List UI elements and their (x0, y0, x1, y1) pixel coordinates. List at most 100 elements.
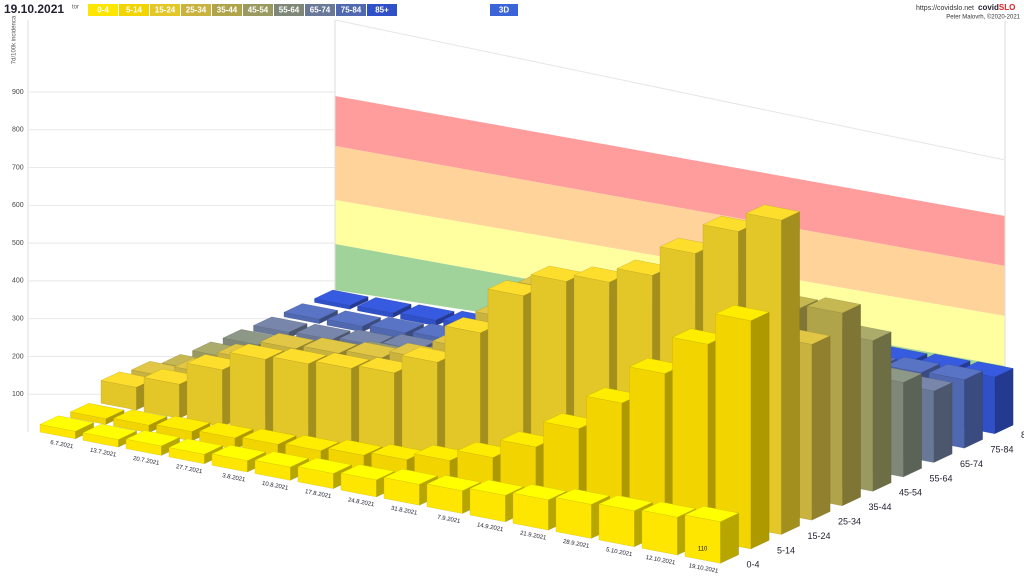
bar-top (598, 495, 654, 511)
y-tick-label: 900 (12, 89, 24, 96)
bar-front (143, 377, 180, 419)
age-label: 5-14 (777, 545, 795, 555)
legend: 0-4 5-14 15-24 25-34 35-44 45-54 55-64 65-74 75-… (88, 4, 397, 16)
age-label: 15-24 (808, 531, 831, 541)
bar-front (315, 361, 352, 452)
bar-top (82, 423, 138, 440)
labels: 85+ 75-84 65-74 55-64 45-54 35-44 25-34 15-24 5-… (50, 430, 1024, 575)
bar-top (39, 415, 95, 432)
bar-top (684, 506, 740, 522)
bar-top (369, 317, 425, 333)
bar-front (598, 503, 635, 547)
x-tick-label: 6.7.2021 (50, 440, 75, 450)
y-tick-label: 800 (12, 127, 24, 134)
bar-side (872, 331, 892, 492)
legend-swatch (150, 4, 180, 16)
x-tick-label: 10.8.2021 (261, 481, 289, 492)
bar-top (885, 356, 941, 373)
legend-swatch (336, 4, 366, 16)
x-tick-label: 12.10.2021 (645, 555, 676, 567)
age-label: 0-4 (747, 560, 760, 570)
bar-top (285, 435, 340, 451)
bar-front (641, 510, 678, 556)
legend-label: 85+ (375, 6, 389, 15)
view-button-label[interactable]: 3D (499, 6, 509, 15)
x-tick-label: 7.9.2021 (437, 515, 462, 525)
x-tick-label: 21.9.2021 (519, 531, 547, 542)
x-tick-label: 3.8.2021 (222, 473, 247, 483)
brand-slo: SLO (999, 3, 1015, 12)
bar-top (272, 348, 328, 365)
legend-label: 75-84 (341, 6, 362, 15)
bar-front (272, 356, 309, 444)
title: 19.10.2021 (4, 2, 64, 16)
legend-swatch (212, 4, 242, 16)
bar-top (326, 310, 382, 327)
bar-top (253, 316, 308, 333)
x-tick-label: 20.7.2021 (132, 456, 160, 467)
legend-swatch (274, 4, 304, 16)
x-tick-label: 28.9.2021 (562, 539, 590, 550)
bar-top (512, 484, 568, 501)
legend-label: 5-14 (126, 6, 143, 15)
brand-covid: covid (978, 3, 999, 12)
bar-side (781, 211, 800, 535)
legend-label: 35-44 (217, 6, 238, 15)
bar-top (959, 361, 1014, 378)
y-axis-label: 7d/100k incidenca (12, 15, 18, 64)
age-label: 45-54 (899, 488, 922, 498)
view-button[interactable] (490, 4, 518, 16)
y-tick-label: 200 (12, 353, 24, 360)
author: Peter Malovrh, ©2020-2021 (946, 14, 1020, 21)
legend-swatch (243, 4, 273, 16)
band-red (335, 96, 1005, 266)
frame-line (334, 19, 1006, 161)
bar-top (156, 415, 211, 432)
bar-top (806, 297, 862, 314)
bar-top (928, 364, 984, 380)
x-tick-label: 27.7.2021 (175, 464, 203, 475)
bar-top (254, 451, 310, 468)
bar-front (229, 352, 266, 436)
x-tick-label: 31.8.2021 (390, 506, 418, 517)
bar-top (229, 343, 285, 360)
bar-front (186, 362, 223, 427)
x-tick-label: 14.9.2021 (476, 522, 504, 533)
band-orange (335, 146, 1005, 316)
site-url: https://covidslo.net (916, 5, 974, 12)
subtitle: tor (72, 5, 79, 11)
bar-top (357, 297, 412, 314)
bar-top (745, 204, 801, 221)
bar-side (994, 368, 1014, 434)
y-tick-label: 300 (12, 316, 24, 323)
bar-top (283, 303, 339, 320)
bar-top (113, 409, 168, 426)
bar-top (242, 428, 297, 445)
age-label: 75-84 (991, 444, 1014, 454)
bar-top (328, 439, 383, 456)
bar-top (383, 468, 439, 485)
bar-top (296, 323, 351, 340)
bar-top (916, 353, 971, 370)
y-tick-label: 100 (12, 391, 24, 398)
bar-top (199, 422, 254, 439)
bar-top (555, 488, 611, 505)
bar-top (260, 333, 315, 349)
legend-swatch (119, 4, 149, 16)
bar-side (750, 311, 770, 550)
age-label: 55-64 (930, 473, 953, 483)
bar-top (70, 403, 125, 419)
bar-top (400, 304, 455, 321)
bar-top (211, 445, 267, 461)
bar-side (903, 373, 922, 478)
y-tick-label: 400 (12, 278, 24, 285)
legend-swatch (181, 4, 211, 16)
age-label: 85+ (1021, 430, 1024, 440)
legend-label: 0-4 (97, 6, 109, 15)
legend-swatch (305, 4, 335, 16)
bar-top (426, 475, 482, 491)
age-label: 65-74 (960, 459, 983, 469)
age-label: 35-44 (869, 502, 892, 512)
bar-front (684, 514, 721, 564)
legend-label: 45-54 (248, 6, 269, 15)
